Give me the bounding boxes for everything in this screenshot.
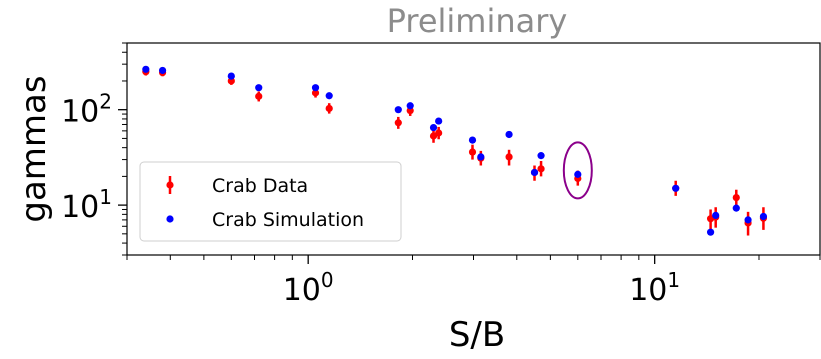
legend-box [139, 161, 402, 242]
data-point-crab-data [325, 103, 333, 114]
data-point-crab-simulation [537, 152, 545, 160]
data-point-crab-simulation [706, 228, 715, 236]
data-marker [537, 165, 545, 173]
data-point-crab-simulation [759, 212, 768, 221]
data-point-crab-simulation [530, 168, 539, 177]
legend-dot [166, 215, 174, 223]
data-point-crab-simulation [712, 211, 720, 220]
axis-ticks: 100 101 101 102 [61, 42, 821, 308]
data-point-crab-simulation [672, 184, 680, 192]
x-axis-label: S/B [449, 315, 505, 355]
legend-label-crab-data: Crab Data [212, 175, 308, 197]
data-point-crab-data [732, 189, 740, 206]
data-point-crab-simulation [311, 84, 320, 92]
data-marker [435, 129, 443, 137]
highlight-ellipse [562, 141, 593, 200]
x-tick-label: 100 [283, 268, 334, 308]
data-point-crab-data [255, 91, 263, 102]
data-point-crab-data [435, 126, 443, 140]
data-point-crab-simulation [574, 170, 582, 178]
y-tick-label: 102 [61, 90, 112, 130]
data-point-crab-simulation [227, 72, 235, 80]
data-point-crab-simulation [429, 123, 438, 132]
annotation-layer [562, 141, 593, 200]
data-point-crab-simulation [394, 106, 402, 114]
y-tick-label: 101 [61, 185, 112, 225]
data-point-crab-data [468, 144, 477, 160]
data-point-crab-simulation [158, 66, 167, 75]
data-marker [325, 104, 333, 113]
data-marker [311, 89, 320, 97]
data-point-crab-data [537, 160, 545, 177]
data-point-crab-simulation [744, 216, 752, 224]
y-axis-label: gammas [14, 75, 54, 222]
data-point-crab-data [394, 116, 402, 129]
data-point-crab-simulation [732, 204, 740, 212]
data-marker [468, 148, 477, 156]
data-marker [255, 92, 263, 100]
chart-title: Preliminary [387, 2, 568, 40]
x-tick-label: 101 [629, 268, 680, 308]
data-point-crab-simulation [435, 117, 443, 125]
data-point-crab-simulation [142, 65, 150, 73]
data-point-crab-simulation [505, 130, 513, 139]
data-point-crab-simulation [325, 92, 333, 100]
legend-marker-crab-data [166, 176, 174, 194]
data-point-crab-simulation [468, 136, 477, 144]
data-marker [732, 193, 740, 202]
legend-marker-crab-simulation [166, 215, 174, 223]
data-marks [142, 65, 768, 236]
data-point-crab-simulation [406, 102, 414, 110]
data-point-crab-simulation [477, 153, 485, 161]
legend-dot [166, 181, 174, 189]
data-point-crab-data [744, 211, 752, 236]
data-marker [505, 153, 513, 161]
data-marker [394, 119, 402, 127]
data-point-crab-simulation [255, 84, 263, 92]
legend-label-crab-simulation: Crab Simulation [212, 209, 364, 231]
data-point-crab-data [505, 149, 513, 166]
legend: Crab Data Crab Simulation [139, 161, 402, 242]
